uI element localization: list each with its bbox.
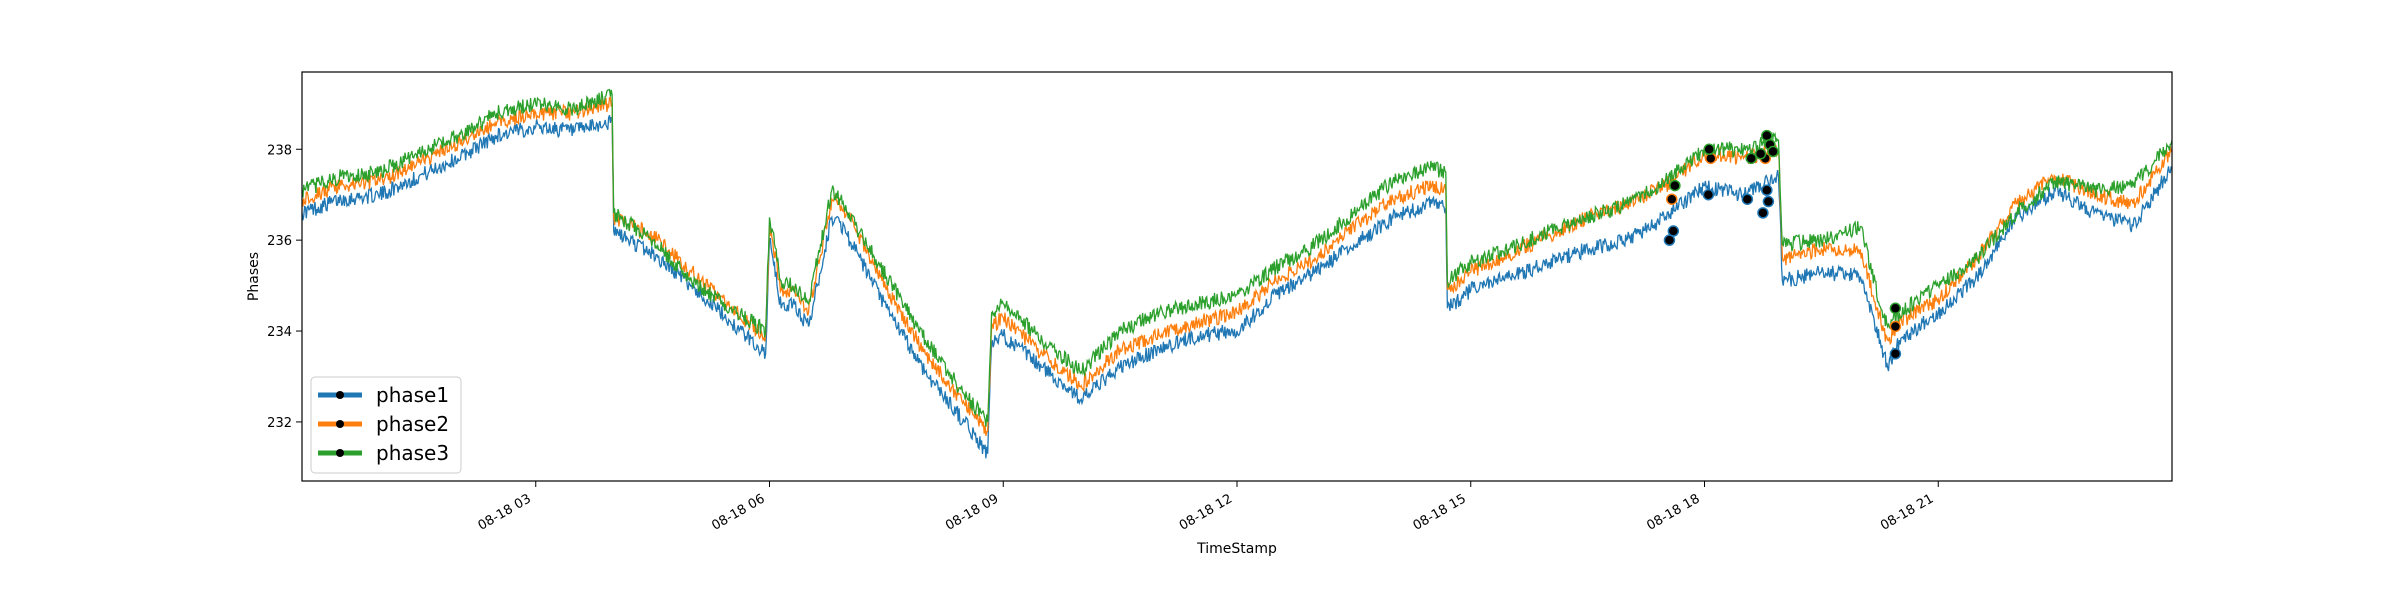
x-tick-label: 08-18 15	[1411, 491, 1469, 533]
legend-marker-phase1	[336, 391, 344, 399]
marker-layer	[1663, 129, 1902, 360]
anomaly-marker-phase3	[1889, 302, 1902, 315]
series-layer	[301, 88, 2173, 459]
x-axis-ticks: 08-18 03 08-18 06 08-18 09 08-18 12 08-18 15…	[476, 481, 1939, 534]
anomaly-marker-phase2	[1704, 152, 1717, 165]
x-tick-label: 08-18 03	[476, 491, 534, 533]
x-tick-label: 08-18 09	[943, 491, 1001, 533]
anomaly-marker-phase3	[1669, 179, 1681, 192]
legend: phase1 phase2 phase3	[310, 376, 462, 474]
legend-label-phase3: phase3	[376, 441, 449, 465]
legend-label-phase2: phase2	[376, 412, 449, 436]
anomaly-marker-phase1	[1762, 195, 1775, 208]
anomaly-marker-phase3	[1754, 148, 1767, 160]
x-tick-label: 08-18 21	[1878, 491, 1936, 533]
anomaly-marker-phase3	[1745, 152, 1757, 165]
anomaly-marker-phase2	[1889, 320, 1902, 333]
anomaly-marker-phase1	[1667, 225, 1680, 237]
y-axis-ticks: 232 234 236 238	[267, 143, 302, 431]
x-tick-label: 08-18 12	[1177, 491, 1235, 533]
series-line-phase3	[301, 88, 2173, 427]
y-axis-label: Phases	[246, 252, 262, 301]
series-line-phase2	[301, 96, 2173, 437]
anomaly-marker-phase3	[1767, 145, 1779, 158]
series-line-phase1	[301, 114, 2173, 459]
anomaly-marker-phase1	[1757, 207, 1769, 219]
legend-label-phase1: phase1	[376, 383, 449, 407]
y-tick-label: 236	[267, 234, 292, 249]
anomaly-marker-phase1	[1741, 193, 1754, 205]
anomaly-marker-phase3	[1703, 143, 1715, 156]
y-tick-label: 232	[267, 416, 292, 431]
x-tick-label: 08-18 18	[1644, 491, 1702, 533]
x-axis-label: TimeStamp	[1196, 541, 1277, 557]
anomaly-marker-phase1	[1702, 188, 1715, 201]
x-tick-label: 08-18 06	[709, 491, 767, 533]
legend-marker-phase3	[336, 449, 344, 457]
legend-box	[310, 376, 462, 474]
anomaly-marker-phase2	[1666, 193, 1678, 205]
plot-area-frame	[301, 71, 2173, 482]
anomaly-marker-phase1	[1889, 348, 1902, 360]
legend-marker-phase2	[336, 420, 344, 428]
y-tick-label: 234	[267, 325, 292, 340]
y-tick-label: 238	[267, 143, 292, 158]
anomaly-marker-phase1	[1761, 184, 1773, 196]
